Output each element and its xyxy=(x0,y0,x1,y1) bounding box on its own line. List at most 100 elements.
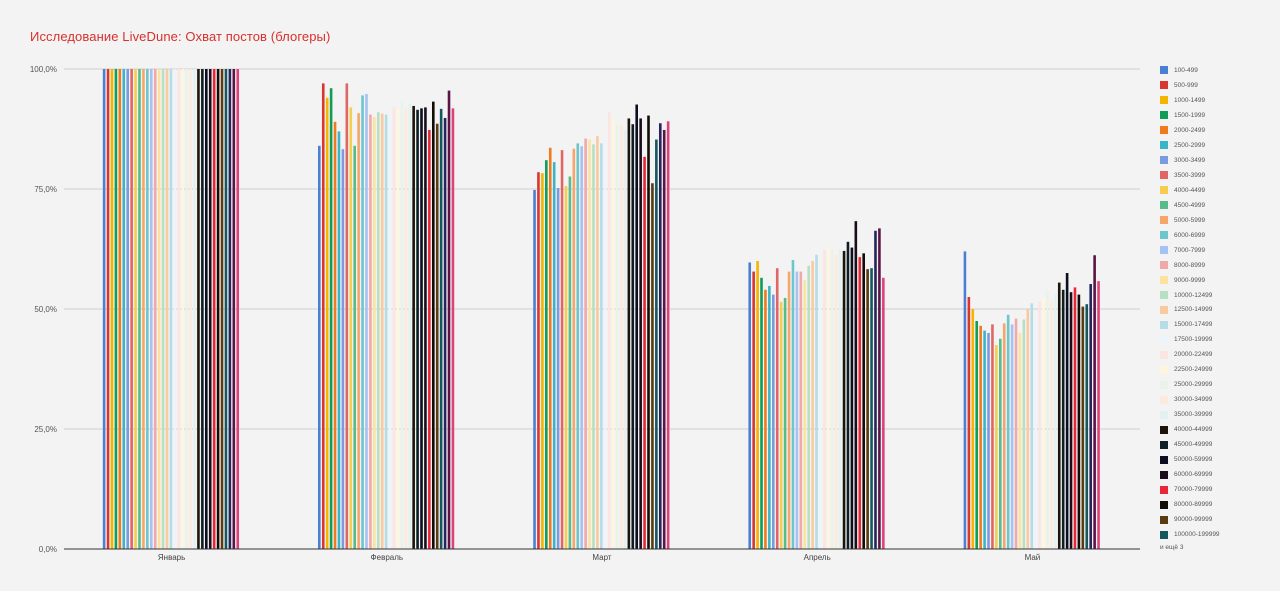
bar[interactable] xyxy=(655,139,658,549)
bar[interactable] xyxy=(161,69,165,549)
bar[interactable] xyxy=(615,124,619,549)
bar[interactable] xyxy=(432,101,435,549)
bar[interactable] xyxy=(369,114,372,549)
bar[interactable] xyxy=(1061,289,1065,549)
bar[interactable] xyxy=(181,69,185,549)
legend-item[interactable]: 3000-3499 xyxy=(1160,153,1276,168)
bar[interactable] xyxy=(321,83,325,550)
bar[interactable] xyxy=(118,69,122,549)
bar[interactable] xyxy=(975,321,979,549)
bar[interactable] xyxy=(580,146,583,549)
bar[interactable] xyxy=(795,271,799,549)
bar[interactable] xyxy=(205,69,208,549)
bar[interactable] xyxy=(619,125,623,549)
legend-item[interactable]: 17500-19999 xyxy=(1160,332,1276,347)
bar[interactable] xyxy=(987,333,990,549)
bar[interactable] xyxy=(838,249,842,549)
legend-item[interactable]: 3500-3999 xyxy=(1160,168,1276,183)
bar[interactable] xyxy=(236,69,240,549)
bar[interactable] xyxy=(568,176,572,549)
bar[interactable] xyxy=(592,144,595,550)
legend-item[interactable]: 15000-17499 xyxy=(1160,317,1276,332)
bar[interactable] xyxy=(1010,324,1014,549)
bar[interactable] xyxy=(1073,287,1077,549)
bar[interactable] xyxy=(811,261,814,549)
bar[interactable] xyxy=(596,136,599,549)
bar[interactable] xyxy=(361,95,364,550)
legend-item[interactable]: 35000-39999 xyxy=(1160,407,1276,422)
bar[interactable] xyxy=(623,129,627,550)
bar[interactable] xyxy=(392,107,396,550)
bar[interactable] xyxy=(435,123,439,549)
bar[interactable] xyxy=(607,112,611,549)
bar[interactable] xyxy=(106,69,110,549)
bar[interactable] xyxy=(232,69,236,549)
bar[interactable] xyxy=(1002,323,1006,549)
bar[interactable] xyxy=(165,69,169,549)
bar[interactable] xyxy=(428,129,431,549)
bar[interactable] xyxy=(635,104,638,550)
bar[interactable] xyxy=(834,254,838,549)
legend-item[interactable]: 2500-2999 xyxy=(1160,138,1276,153)
bar[interactable] xyxy=(157,69,161,549)
bar[interactable] xyxy=(588,139,591,549)
bar[interactable] xyxy=(412,105,415,550)
legend-item[interactable]: 40000-44999 xyxy=(1160,422,1276,437)
bar[interactable] xyxy=(1077,294,1081,549)
bar[interactable] xyxy=(854,221,858,549)
bar[interactable] xyxy=(1030,303,1034,549)
bar[interactable] xyxy=(979,325,982,549)
bar[interactable] xyxy=(791,260,795,549)
bar[interactable] xyxy=(584,138,587,549)
legend-item[interactable]: 70000-79999 xyxy=(1160,482,1276,497)
bar[interactable] xyxy=(380,113,384,549)
bar[interactable] xyxy=(373,117,376,549)
bar[interactable] xyxy=(376,112,380,549)
bar[interactable] xyxy=(443,117,447,550)
legend-item[interactable]: 8000-8999 xyxy=(1160,258,1276,273)
bar[interactable] xyxy=(874,230,877,549)
legend-item[interactable]: 60000-69999 xyxy=(1160,467,1276,482)
bar[interactable] xyxy=(318,145,321,550)
bar[interactable] xyxy=(153,69,157,549)
bar[interactable] xyxy=(357,113,360,549)
bar[interactable] xyxy=(748,262,752,549)
bar[interactable] xyxy=(173,69,177,549)
legend-item[interactable]: 5000-5999 xyxy=(1160,213,1276,228)
bar[interactable] xyxy=(783,297,787,549)
bar[interactable] xyxy=(439,108,443,549)
bar[interactable] xyxy=(971,309,975,549)
bar[interactable] xyxy=(1054,294,1057,549)
bar[interactable] xyxy=(603,141,607,550)
bar[interactable] xyxy=(564,186,568,549)
bar[interactable] xyxy=(548,147,552,549)
bar[interactable] xyxy=(533,189,536,549)
bar[interactable] xyxy=(1006,314,1010,549)
bar[interactable] xyxy=(388,115,392,549)
legend-item[interactable]: 2000-2499 xyxy=(1160,123,1276,138)
bar[interactable] xyxy=(764,289,767,549)
bar[interactable] xyxy=(353,145,356,550)
legend-item[interactable]: 500-999 xyxy=(1160,78,1276,93)
bar[interactable] xyxy=(138,69,141,549)
bar[interactable] xyxy=(408,103,412,549)
bar[interactable] xyxy=(345,83,349,550)
bar[interactable] xyxy=(1014,318,1018,549)
bar[interactable] xyxy=(807,265,810,549)
bar[interactable] xyxy=(114,69,118,549)
bar[interactable] xyxy=(556,188,560,550)
bar[interactable] xyxy=(537,172,540,549)
bar[interactable] xyxy=(819,269,822,549)
bar[interactable] xyxy=(341,149,345,549)
bar[interactable] xyxy=(1065,273,1069,549)
bar[interactable] xyxy=(1081,306,1085,549)
bar[interactable] xyxy=(572,148,576,549)
bar[interactable] xyxy=(600,143,603,549)
bar[interactable] xyxy=(228,69,232,549)
legend-item[interactable]: 90000-99999 xyxy=(1160,512,1276,527)
bar[interactable] xyxy=(882,277,885,549)
legend-item[interactable]: 12500-14999 xyxy=(1160,303,1276,318)
bar[interactable] xyxy=(787,271,791,549)
bar[interactable] xyxy=(201,69,204,549)
bar[interactable] xyxy=(983,330,986,549)
